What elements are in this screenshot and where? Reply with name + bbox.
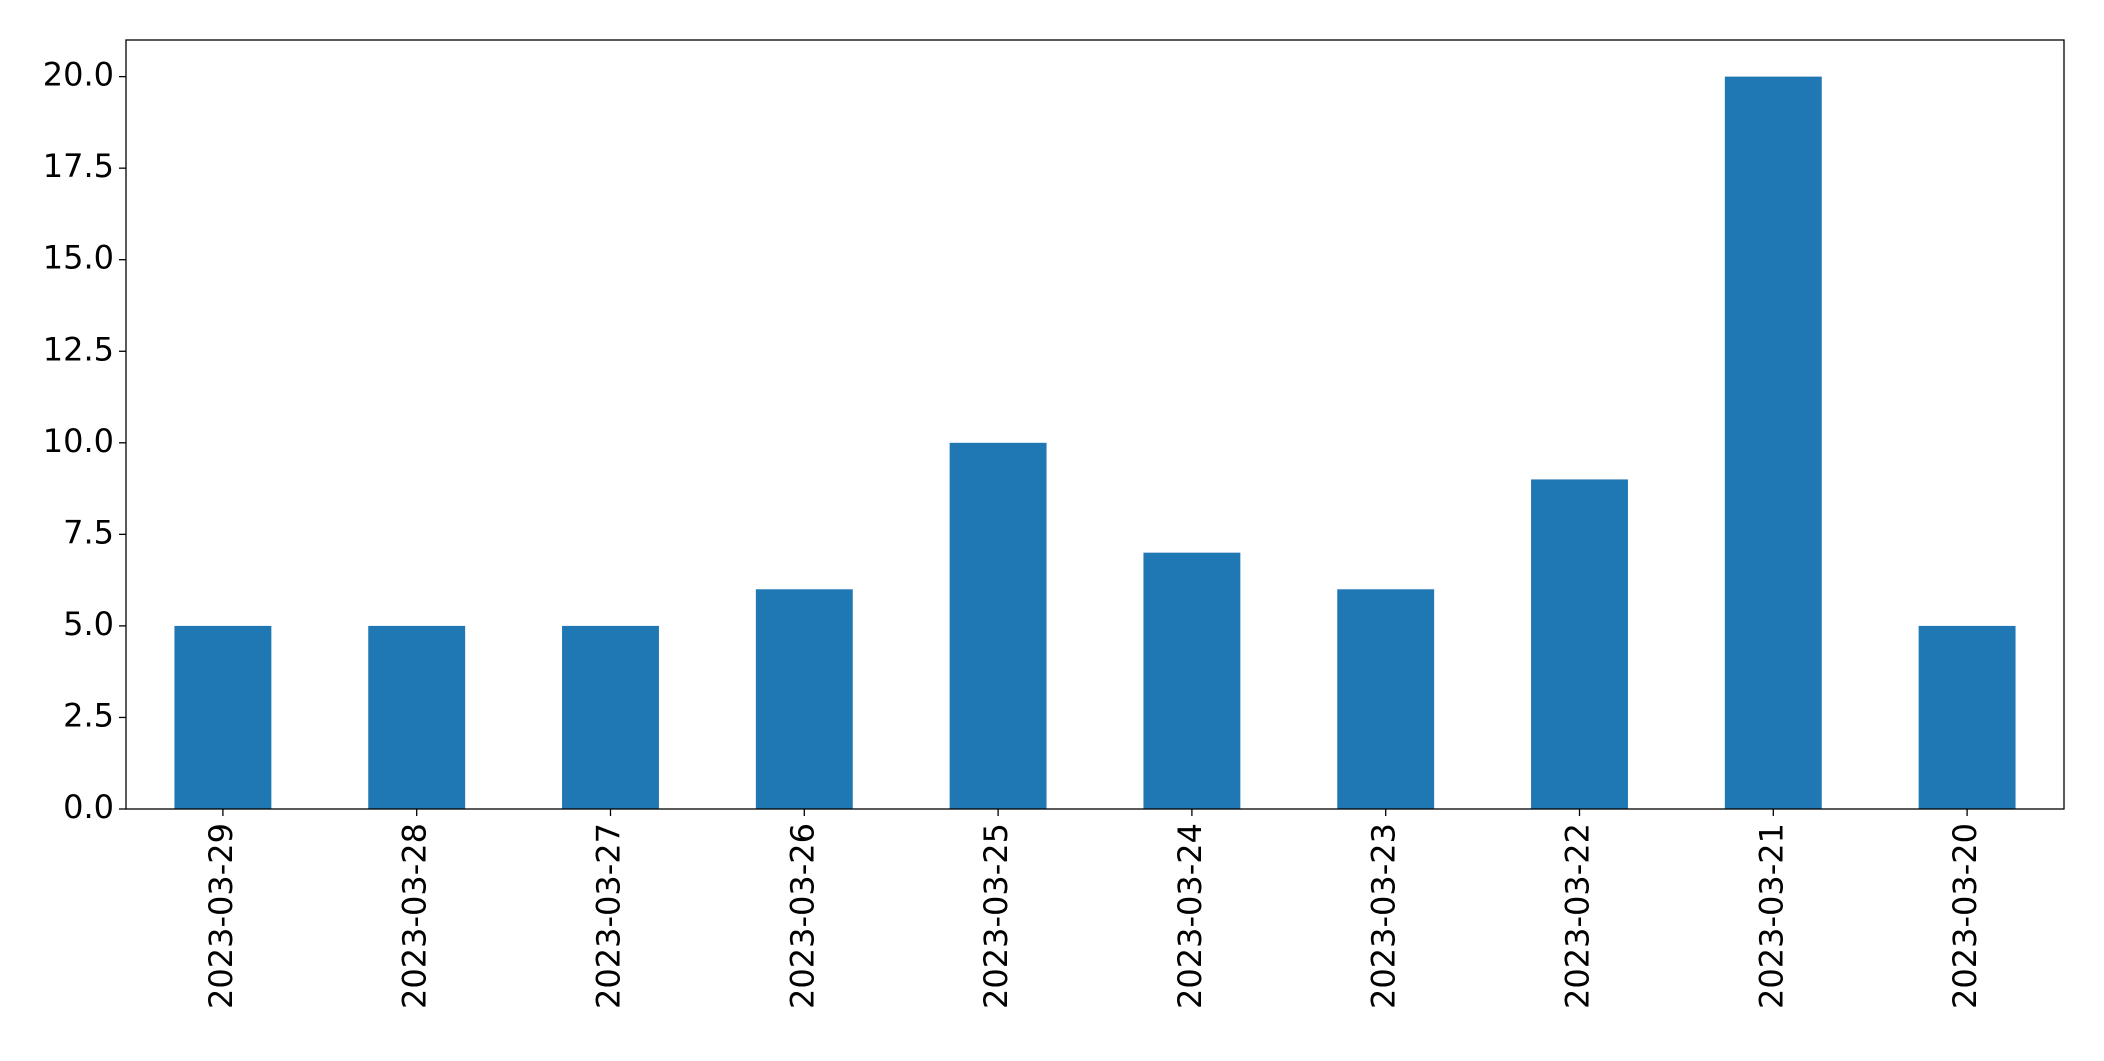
x-tick-label: 2023-03-24 [1171,823,1209,1009]
bar [174,625,272,809]
bar [1918,625,2016,809]
bar [1724,76,1822,810]
x-tick-label: 2023-03-27 [590,823,628,1009]
bar [755,589,853,809]
y-tick-label: 0.0 [63,788,114,826]
y-tick-label: 17.5 [43,147,114,185]
x-tick-label: 2023-03-29 [202,823,240,1009]
x-tick-label: 2023-03-22 [1559,823,1597,1009]
y-tick-label: 12.5 [43,330,114,368]
bar [562,625,659,809]
x-tick-label: 2023-03-26 [783,823,821,1009]
x-tick-label: 2023-03-21 [1752,823,1790,1009]
bar [1337,589,1435,809]
y-tick-label: 2.5 [63,696,114,734]
bar [1143,552,1241,809]
y-tick-label: 5.0 [63,605,114,643]
bar [1531,479,1628,809]
x-tick-label: 2023-03-23 [1365,823,1403,1009]
bar [368,625,466,809]
plot-frame [125,39,2065,810]
y-tick-label: 7.5 [63,513,114,551]
y-tick-label: 15.0 [43,239,114,277]
bar [949,442,1047,809]
y-tick-label: 10.0 [43,422,114,460]
y-tick-label: 20.0 [43,56,114,94]
x-tick-label: 2023-03-25 [977,823,1015,1009]
x-tick-label: 2023-03-28 [396,823,434,1009]
x-tick-label: 2023-03-20 [1946,823,1984,1009]
